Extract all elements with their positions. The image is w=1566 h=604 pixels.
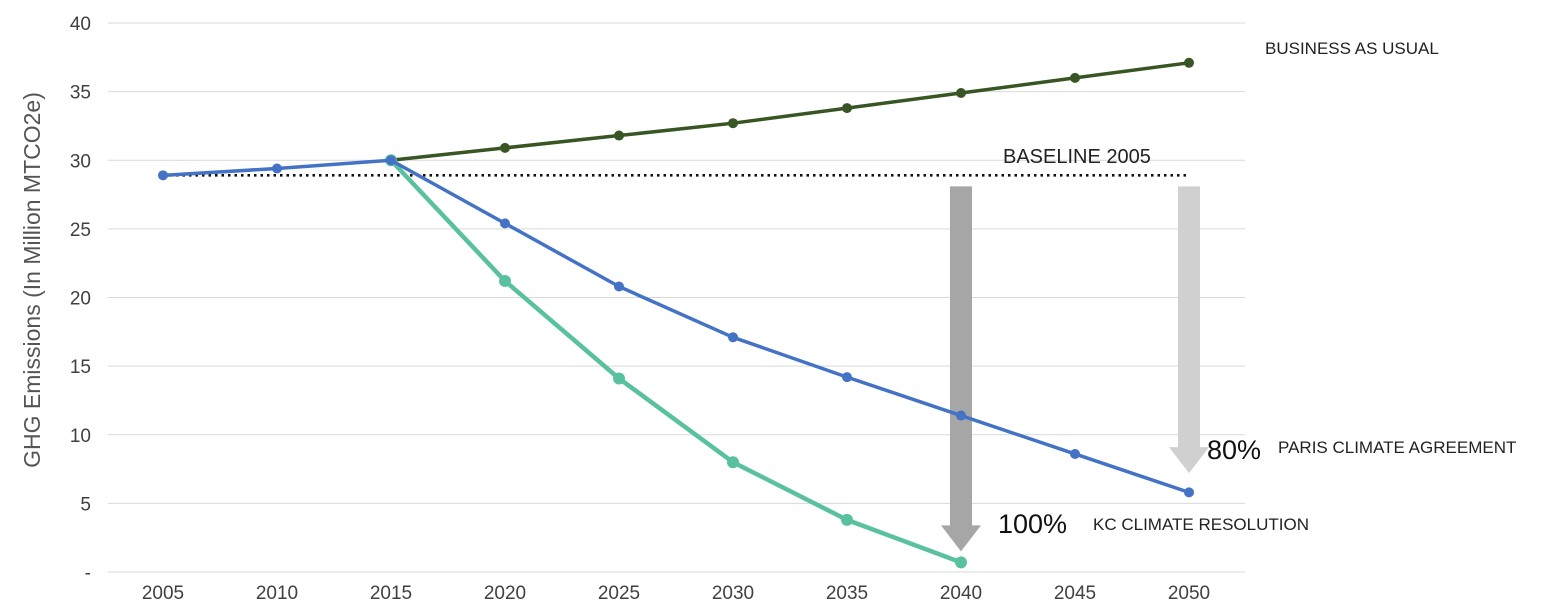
y-tick-label: 20 (70, 289, 91, 310)
series-2 (385, 154, 967, 569)
kc-resolution-label: KC CLIMATE RESOLUTION (1093, 515, 1309, 534)
data-point (956, 410, 966, 421)
data-point (727, 456, 739, 469)
series-line (162, 158, 1190, 495)
data-point (500, 142, 510, 153)
x-tick-label: 2010 (256, 583, 298, 604)
data-point (386, 155, 396, 166)
paris-pct-label: 80% (1207, 435, 1261, 465)
data-point (614, 281, 624, 292)
x-tick-label: 2025 (598, 583, 640, 604)
data-point (841, 513, 853, 526)
y-tick-labels: - 5 10 15 20 25 30 35 40 (70, 14, 91, 584)
kc-pct-label: 100% (998, 509, 1067, 539)
data-point (728, 118, 738, 129)
data-point (842, 103, 852, 114)
y-tick-label: 35 (70, 83, 91, 104)
x-tick-label: 2040 (940, 583, 982, 604)
data-point (613, 372, 625, 385)
reduction-arrow (1169, 186, 1209, 474)
x-tick-label: 2035 (826, 583, 868, 604)
paris-agreement-label: PARIS CLIMATE AGREEMENT (1278, 438, 1516, 457)
y-tick-label: 15 (70, 357, 91, 378)
data-point (1070, 448, 1080, 459)
data-point (842, 372, 852, 383)
series-1 (158, 155, 1194, 498)
data-point (1070, 72, 1080, 83)
data-point (614, 130, 624, 141)
reduction-arrow (941, 186, 981, 552)
data-point (499, 275, 511, 288)
data-point (956, 87, 966, 98)
reduction-arrows (941, 186, 1209, 552)
y-tick-label: 30 (70, 151, 91, 172)
data-point (500, 218, 510, 229)
x-tick-label: 2030 (712, 583, 754, 604)
x-tick-label: 2015 (370, 583, 412, 604)
gridlines (108, 22, 1245, 573)
business-as-usual-label: BUSINESS AS USUAL (1265, 39, 1439, 58)
data-point (955, 556, 967, 569)
x-tick-label: 2050 (1168, 583, 1210, 604)
data-point (1184, 57, 1194, 68)
x-tick-label: 2045 (1054, 583, 1096, 604)
data-point (158, 170, 168, 181)
y-axis-label: GHG Emissions (In Million MTCO2e) (19, 92, 45, 468)
baseline-label: BASELINE 2005 (1003, 146, 1151, 168)
y-tick-label: 40 (70, 14, 91, 35)
y-tick-label: 25 (70, 220, 91, 241)
series-lines (158, 57, 1194, 569)
y-tick-label: 10 (70, 426, 91, 447)
x-tick-labels: 2005 2010 2015 2020 2025 2030 2035 2040 2045 2050 (142, 583, 1210, 604)
x-tick-label: 2020 (484, 583, 526, 604)
data-point (272, 163, 282, 174)
y-tick-label: 5 (80, 494, 91, 515)
x-tick-label: 2005 (142, 583, 184, 604)
series-line (389, 158, 962, 565)
series-line (390, 61, 1190, 162)
data-point (728, 332, 738, 343)
y-tick-label: - (85, 563, 91, 584)
data-point (1184, 487, 1194, 498)
